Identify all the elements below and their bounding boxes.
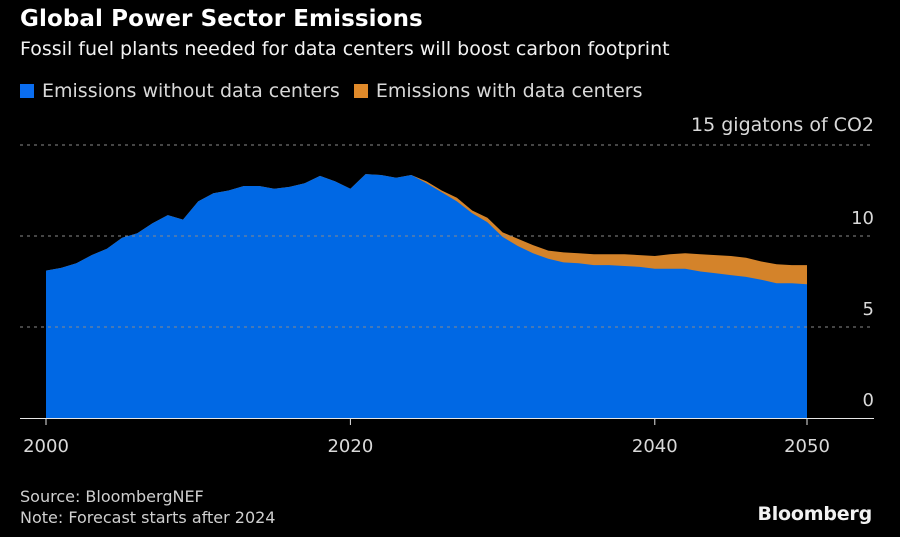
legend-swatch-orange xyxy=(353,84,368,98)
x-tick-label-2050: 2050 xyxy=(784,436,830,457)
chart-title: Global Power Sector Emissions xyxy=(20,6,423,32)
footer: Source: BloombergNEF Note: Forecast star… xyxy=(20,486,275,528)
legend-label: Emissions with data centers xyxy=(375,80,643,102)
legend-item-with-data-centers: Emissions with data centers xyxy=(353,80,643,102)
x-tick-label-2020: 2020 xyxy=(327,436,373,457)
y-tick-label-10: 10 xyxy=(851,208,874,229)
legend-label: Emissions without data centers xyxy=(42,80,340,102)
legend-item-without-data-centers: Emissions without data centers xyxy=(20,80,340,102)
legend-swatch-blue xyxy=(20,84,34,98)
forecast-note: Note: Forecast starts after 2024 xyxy=(20,508,276,527)
bloomberg-logo: Bloomberg xyxy=(757,503,872,525)
source-note: Source: BloombergNEF xyxy=(20,487,204,506)
y-tick-label-0: 0 xyxy=(863,390,874,411)
area-emissions-without-data-centers xyxy=(46,174,807,418)
x-tick-label-2000: 2000 xyxy=(23,436,69,457)
chart-subtitle: Fossil fuel plants needed for data cente… xyxy=(20,38,670,60)
x-tick-label-2040: 2040 xyxy=(632,436,678,457)
legend: Emissions without data centers Emissions… xyxy=(20,80,657,102)
y-tick-label-5: 5 xyxy=(863,299,874,320)
y-axis-unit-label: 15 gigatons of CO2 xyxy=(691,114,874,136)
